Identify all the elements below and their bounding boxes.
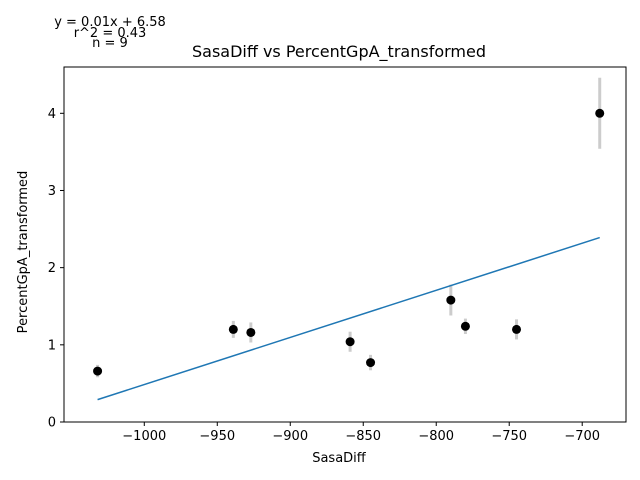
data-point-6	[460, 321, 470, 331]
x-tick-label-4: −800	[418, 429, 454, 444]
sample-count: n = 9	[92, 36, 128, 51]
data-point-1	[228, 324, 238, 334]
x-tick-label-2: −900	[272, 429, 308, 444]
x-tick-label-5: −750	[491, 429, 527, 444]
data-point-2	[246, 327, 256, 337]
data-point-8	[595, 108, 605, 118]
plot-area	[63, 66, 627, 423]
chart-title: SasaDiff vs PercentGpA_transformed	[192, 42, 486, 62]
r-squared: r^2 = 0.43	[74, 26, 147, 41]
data-point-4	[366, 358, 376, 368]
x-tick-label-1: −950	[199, 429, 235, 444]
fit-equation: y = 0.01x + 6.58	[54, 15, 166, 30]
data-point-7	[512, 324, 522, 334]
y-axis-label: PercentGpA_transformed	[16, 171, 31, 334]
x-axis-label: SasaDiff	[312, 451, 367, 466]
y-tick-label-1: 1	[48, 338, 56, 353]
x-tick-label-0: −1000	[122, 429, 166, 444]
data-point-0	[93, 366, 103, 376]
data-points	[93, 108, 605, 376]
x-tick-label-6: −700	[564, 429, 600, 444]
y-tick-label-4: 4	[48, 107, 56, 122]
y-tick-label-3: 3	[48, 184, 56, 199]
y-tick-label-2: 2	[48, 261, 56, 276]
data-point-5	[446, 295, 456, 305]
data-point-3	[345, 337, 355, 347]
regression-line	[97, 236, 600, 401]
fit-line-group	[97, 236, 600, 401]
plot-frame	[63, 66, 627, 423]
x-axis-ticks: −1000 −950 −900 −850 −800 −750 −700	[122, 422, 600, 444]
error-bars	[96, 77, 602, 378]
y-axis-ticks: 0 1 2 3 4	[48, 107, 64, 431]
x-tick-label-3: −850	[345, 429, 381, 444]
y-tick-label-0: 0	[48, 416, 56, 431]
